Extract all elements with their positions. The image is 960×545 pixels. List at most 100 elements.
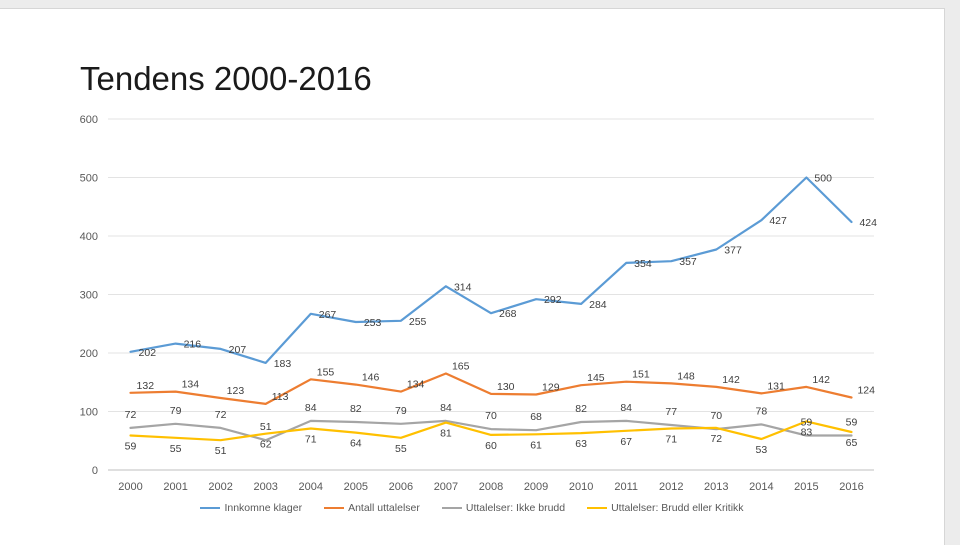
data-label: 71	[305, 433, 317, 445]
x-tick-label: 2007	[434, 481, 458, 493]
y-tick-label: 0	[92, 465, 98, 477]
data-label: 129	[542, 382, 560, 394]
y-tick-label: 500	[80, 173, 98, 185]
data-label: 314	[454, 281, 472, 293]
data-label: 183	[274, 358, 292, 370]
data-label: 70	[710, 410, 722, 422]
legend-item: Innkomne klager	[200, 502, 302, 514]
data-label: 134	[182, 379, 200, 391]
legend-item: Uttalelser: Brudd eller Kritikk	[587, 502, 744, 514]
legend-label: Uttalelser: Ikke brudd	[465, 502, 566, 514]
data-label: 255	[409, 316, 427, 328]
x-tick-label: 2011	[614, 481, 638, 493]
data-label: 132	[137, 380, 155, 392]
legend-item: Antall uttalelser	[324, 502, 420, 514]
x-tick-label: 2014	[749, 481, 773, 493]
data-label: 424	[859, 217, 877, 229]
legend-item: Uttalelser: Ikke brudd	[441, 502, 566, 514]
x-tick-label: 2015	[794, 481, 818, 493]
data-label: 123	[227, 385, 245, 397]
data-label: 84	[440, 402, 452, 414]
data-label: 207	[229, 344, 247, 356]
data-label: 130	[497, 381, 515, 393]
x-tick-label: 2003	[253, 481, 277, 493]
x-tick-label: 2016	[839, 481, 863, 493]
legend-swatch	[324, 507, 345, 509]
data-label: 83	[801, 426, 813, 438]
y-tick-label: 300	[80, 290, 98, 302]
data-label: 146	[362, 372, 380, 384]
data-label: 284	[589, 299, 607, 311]
data-label: 82	[575, 403, 587, 415]
x-tick-label: 2000	[118, 481, 142, 493]
data-label: 82	[350, 403, 362, 415]
data-label: 77	[665, 406, 677, 418]
data-label: 84	[305, 402, 317, 414]
y-tick-label: 400	[80, 231, 98, 243]
data-label: 292	[544, 294, 562, 306]
data-label: 61	[530, 439, 542, 451]
data-label: 59	[125, 440, 137, 452]
data-label: 253	[364, 317, 382, 329]
x-tick-label: 2012	[659, 481, 683, 493]
x-tick-label: 2004	[299, 481, 323, 493]
legend-label: Innkomne klager	[224, 502, 303, 514]
data-label: 64	[350, 438, 362, 450]
data-label: 70	[485, 410, 497, 422]
data-label: 267	[319, 309, 337, 321]
data-label: 72	[125, 409, 137, 421]
data-label: 62	[260, 439, 272, 451]
data-label: 145	[587, 372, 605, 384]
data-label: 377	[724, 244, 742, 256]
x-tick-label: 2006	[389, 481, 413, 493]
data-label: 79	[170, 405, 182, 417]
data-label: 55	[395, 443, 407, 455]
legend-swatch	[587, 507, 608, 509]
y-tick-label: 100	[80, 407, 98, 419]
y-tick-label: 200	[80, 348, 98, 360]
data-label: 202	[139, 347, 157, 359]
data-label: 124	[857, 384, 875, 396]
x-tick-label: 2001	[163, 481, 187, 493]
slide-title: Tendens 2000-2016	[80, 60, 372, 97]
x-tick-label: 2002	[208, 481, 232, 493]
data-label: 155	[317, 366, 335, 378]
data-label: 79	[395, 405, 407, 417]
data-label: 84	[620, 402, 632, 414]
legend-label: Uttalelser: Brudd eller Kritikk	[611, 502, 744, 514]
slide: Tendens 2000-2016	[0, 8, 945, 545]
line-chart: 0 100 200 300 400 500 600 2000 2001 2002 2003 2004 2…	[80, 114, 878, 493]
data-label: 53	[756, 444, 768, 456]
data-label: 63	[575, 438, 587, 450]
data-label: 113	[272, 391, 289, 403]
data-label: 216	[184, 339, 202, 351]
data-label: 131	[767, 380, 785, 392]
data-label: 134	[407, 379, 425, 391]
data-label: 72	[215, 409, 227, 421]
data-label: 71	[665, 433, 677, 445]
chart-legend: Innkomne klager Antall uttalelser Uttalels…	[0, 502, 944, 514]
data-label: 165	[452, 360, 470, 372]
x-tick-label: 2013	[704, 481, 728, 493]
data-label: 51	[215, 445, 227, 457]
data-label: 59	[801, 416, 813, 428]
data-label: 78	[756, 405, 768, 417]
data-label: 60	[485, 440, 497, 452]
x-tick-label: 2008	[479, 481, 503, 493]
data-label: 427	[769, 215, 787, 227]
data-label: 51	[260, 421, 272, 433]
data-label: 357	[679, 256, 697, 268]
data-label: 142	[722, 374, 740, 386]
data-label: 500	[814, 173, 832, 185]
series-line-1	[129, 176, 853, 364]
x-tick-label: 2005	[344, 481, 368, 493]
data-label: 148	[677, 370, 695, 382]
data-label: 142	[812, 374, 830, 386]
data-label: 59	[846, 416, 858, 428]
legend-swatch	[441, 507, 462, 509]
data-label: 81	[440, 428, 452, 440]
y-tick-label: 600	[80, 114, 98, 126]
data-label: 67	[620, 436, 632, 448]
x-tick-label: 2009	[524, 481, 548, 493]
data-label: 55	[170, 443, 182, 455]
